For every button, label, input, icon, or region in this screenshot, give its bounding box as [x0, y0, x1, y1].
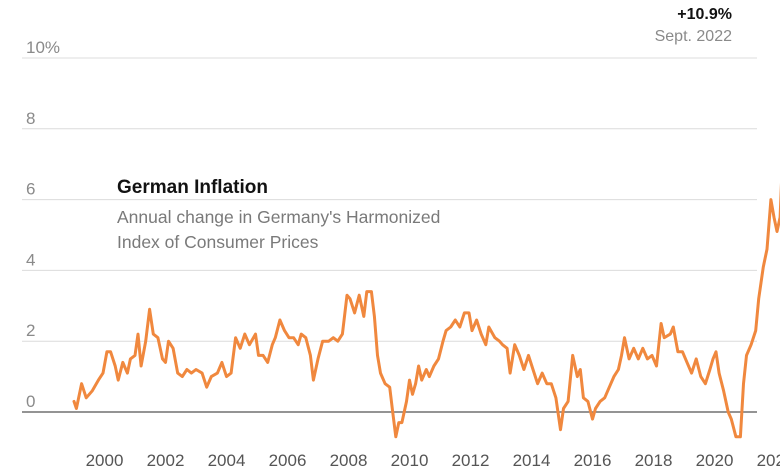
x-tick-label: 2006	[269, 451, 307, 470]
y-tick-label: 4	[26, 250, 35, 269]
x-tick-label: 2010	[391, 451, 429, 470]
x-tick-label: 2008	[330, 451, 368, 470]
x-tick-label: 2012	[452, 451, 490, 470]
x-tick-label: 2002	[147, 451, 185, 470]
y-tick-label: 0	[26, 392, 35, 411]
y-axis-ticks: 0 2 4 6 8 10%	[26, 38, 60, 411]
x-tick-label: 2000	[86, 451, 124, 470]
x-tick-label: 2014	[513, 451, 551, 470]
y-tick-label: 2	[26, 321, 35, 340]
x-tick-label: 2016	[574, 451, 612, 470]
chart-title: German Inflation	[117, 177, 268, 198]
latest-value-label: +10.9%	[677, 6, 732, 23]
x-axis-ticks: 2000 2002 2004 2006 2008 2010 2012 2014 2016 2018…	[86, 451, 780, 470]
x-tick-label: 2004	[208, 451, 246, 470]
y-tick-label: 8	[26, 109, 35, 128]
y-tick-label: 6	[26, 180, 35, 199]
x-tick-label: 2018	[635, 451, 673, 470]
inflation-series-line	[72, 182, 780, 439]
chart-subtitle-line-1: Annual change in Germany's Harmonized	[117, 207, 440, 227]
x-tick-label: 2020	[696, 451, 734, 470]
x-tick-label: 2022	[757, 451, 780, 470]
chart-subtitle-line-2: Index of Consumer Prices	[117, 232, 319, 252]
y-tick-label: 10%	[26, 38, 60, 57]
latest-date-label: Sept. 2022	[655, 28, 733, 45]
